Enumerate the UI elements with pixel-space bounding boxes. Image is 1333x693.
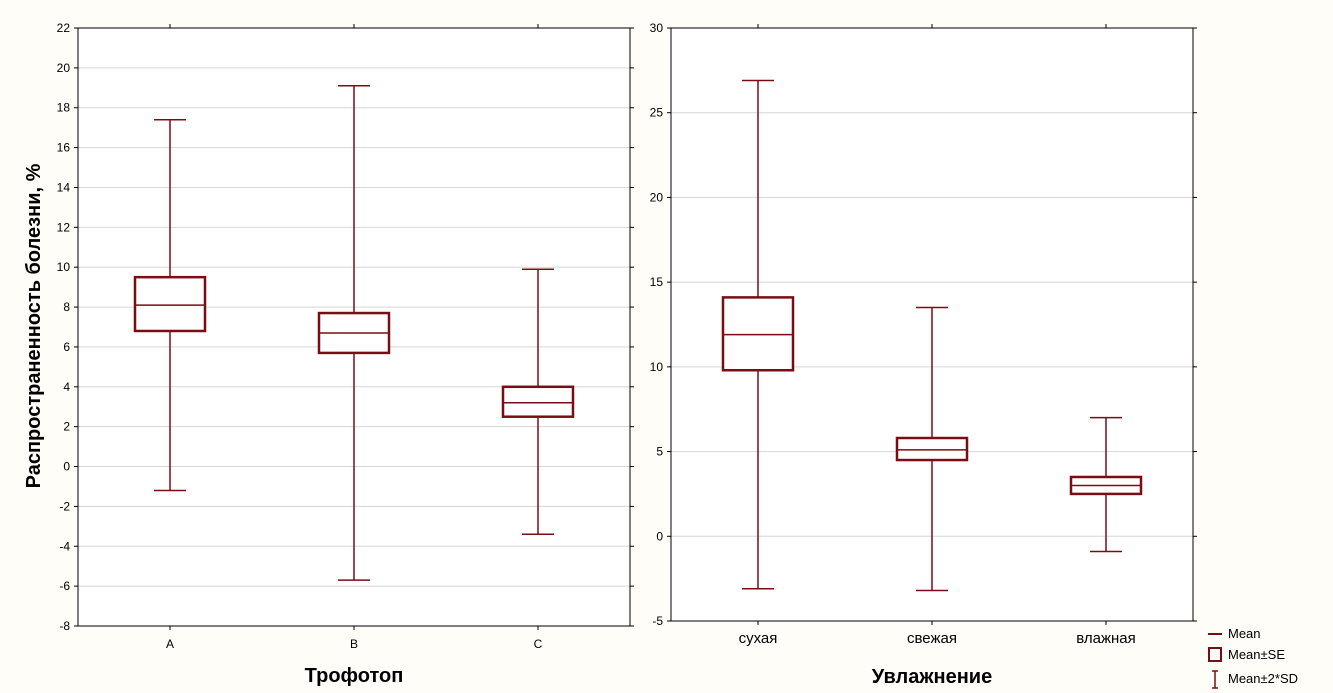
legend-se-symbol xyxy=(1208,647,1222,662)
category-label: B xyxy=(350,637,358,651)
se-box xyxy=(721,296,795,372)
y-tick-label: -8 xyxy=(59,619,70,633)
legend-se-label: Mean±SE xyxy=(1228,647,1285,662)
y-tick-label: -4 xyxy=(59,539,70,553)
y-tick-label: 20 xyxy=(57,61,71,75)
se-box xyxy=(895,436,969,462)
x-axis-title-uvlazhnenie: Увлажнение xyxy=(872,666,992,688)
y-tick-label: 2 xyxy=(63,420,70,434)
y-tick-label: 30 xyxy=(650,21,664,35)
y-tick-label: 12 xyxy=(57,220,71,234)
y-tick-label: 15 xyxy=(650,275,664,289)
y-tick-label: -6 xyxy=(59,579,70,593)
y-tick-label: 20 xyxy=(650,190,664,204)
category-label: влажная xyxy=(1076,630,1136,647)
chart-panel-uvlazhnenie: -5 0 5 10 15 20 25 30 сухая свежая влажная Увлажнен… xyxy=(650,21,1197,688)
y-axis-title: Распространенность болезни, % xyxy=(23,163,45,488)
y-tick-label: 5 xyxy=(656,445,663,459)
y-tick-label: 16 xyxy=(57,141,71,155)
legend-mean-label: Mean xyxy=(1228,626,1261,641)
category-label: свежая xyxy=(907,630,957,647)
legend-sd-label: Mean±2*SD xyxy=(1228,671,1298,686)
category-label: A xyxy=(166,637,174,651)
se-box xyxy=(133,275,207,333)
y-tick-label: 22 xyxy=(57,21,71,35)
category-label: C xyxy=(534,637,543,651)
y-tick-label: 10 xyxy=(650,360,664,374)
chart-panel-trofotop: -8 -6 -4 -2 0 2 4 6 8 10 12 14 16 18 20 22 A B C Трофотоп xyxy=(57,21,634,687)
se-box xyxy=(501,385,575,418)
y-tick-label: 18 xyxy=(57,101,71,115)
y-tick-label: -2 xyxy=(59,499,70,513)
y-tick-label: 0 xyxy=(63,460,70,474)
y-tick-label: 25 xyxy=(650,106,664,120)
y-tick-label: 4 xyxy=(63,380,70,394)
y-tick-label: 6 xyxy=(63,340,70,354)
y-tick-label: -5 xyxy=(652,614,663,628)
legend: Mean Mean±SE Mean±2*SD xyxy=(1208,626,1298,689)
y-tick-label: 14 xyxy=(57,180,71,194)
y-tick-label: 8 xyxy=(63,300,70,314)
y-tick-label: 0 xyxy=(656,529,663,543)
y-tick-label: 10 xyxy=(57,260,71,274)
legend-sd-symbol xyxy=(1212,670,1218,689)
category-label: сухая xyxy=(739,630,778,647)
x-axis-title-trofotop: Трофотоп xyxy=(305,665,404,687)
